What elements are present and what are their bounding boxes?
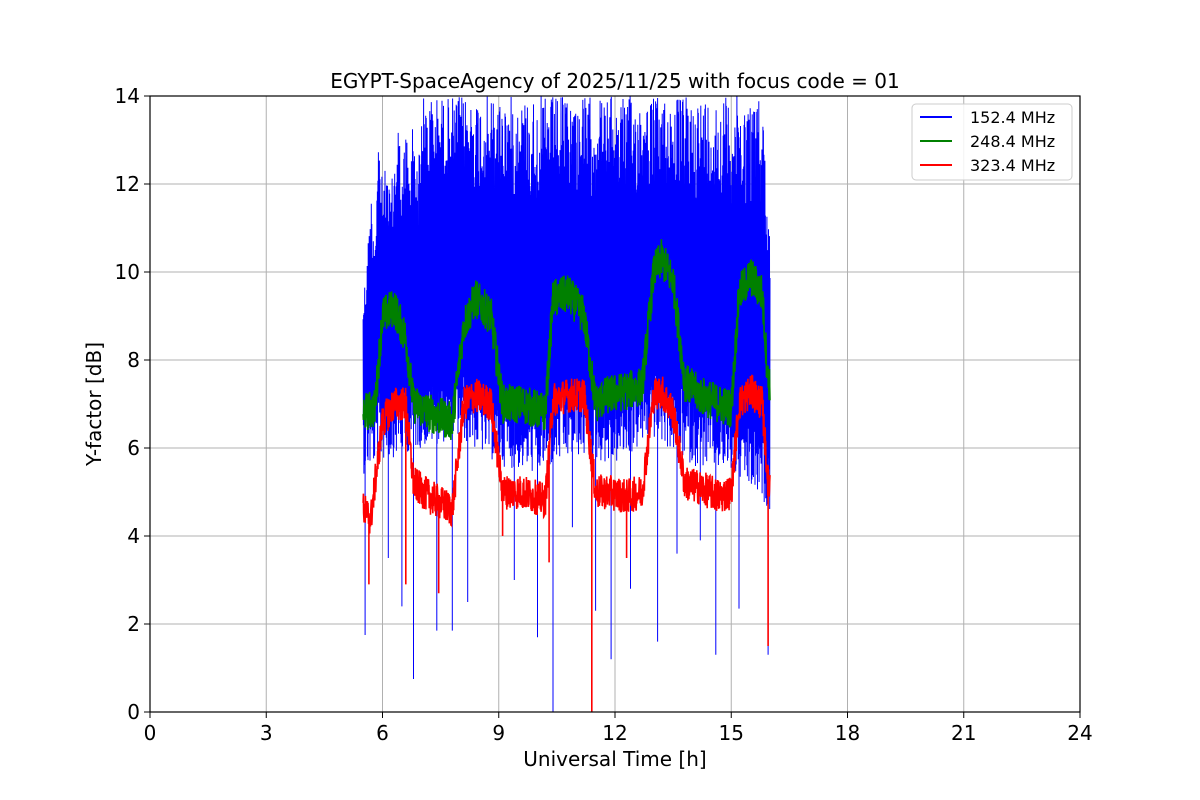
legend-label-152: 152.4 MHz xyxy=(970,108,1055,127)
x-axis-label: Universal Time [h] xyxy=(523,747,706,771)
x-tick-label: 15 xyxy=(719,721,744,745)
chart-title: EGYPT-SpaceAgency of 2025/11/25 with foc… xyxy=(330,69,899,93)
x-tick-label: 9 xyxy=(492,721,505,745)
x-tick-label: 21 xyxy=(951,721,976,745)
legend: 152.4 MHz 248.4 MHz 323.4 MHz xyxy=(911,103,1073,181)
x-tick-label: 18 xyxy=(835,721,860,745)
series-248-4-mhz xyxy=(362,239,771,440)
series-323-4-mhz xyxy=(362,374,771,712)
legend-box xyxy=(911,103,1073,181)
y-axis-label: Y-factor [dB] xyxy=(82,342,106,467)
x-tick-label: 24 xyxy=(1067,721,1092,745)
x-tick-label: 0 xyxy=(144,721,157,745)
y-tick-label: 2 xyxy=(127,612,140,636)
y-tick-label: 14 xyxy=(115,84,140,108)
series-group xyxy=(362,96,771,712)
legend-label-323: 323.4 MHz xyxy=(970,156,1055,175)
y-tick-label: 10 xyxy=(115,260,140,284)
x-tick-label: 12 xyxy=(602,721,627,745)
y-tick-label: 8 xyxy=(127,348,140,372)
x-tick-label: 3 xyxy=(260,721,273,745)
y-tick-label: 0 xyxy=(127,700,140,724)
y-tick-label: 6 xyxy=(127,436,140,460)
series-layer xyxy=(362,96,771,712)
legend-label-248: 248.4 MHz xyxy=(970,132,1055,151)
y-tick-label: 12 xyxy=(115,172,140,196)
x-tick-label: 6 xyxy=(376,721,389,745)
y-tick-label: 4 xyxy=(127,524,140,548)
